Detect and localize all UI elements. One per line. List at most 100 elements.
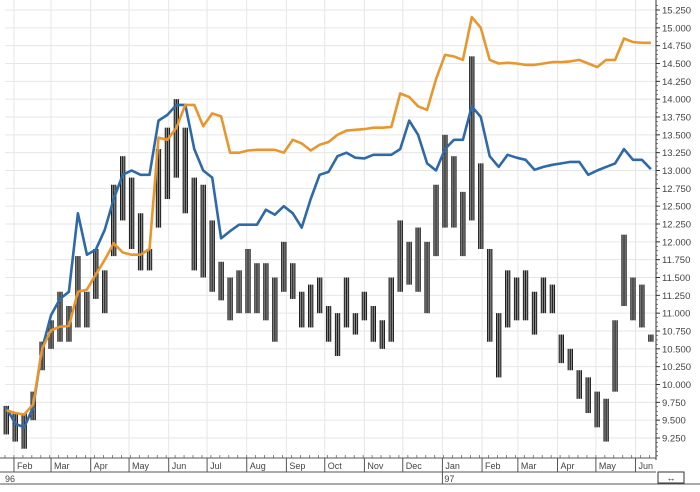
price-bar xyxy=(334,313,341,356)
y-tick-label: 13.250 xyxy=(662,148,691,159)
price-bar xyxy=(146,248,153,271)
price-bar xyxy=(388,277,394,342)
price-bar xyxy=(21,413,27,449)
y-tick-label: 11.000 xyxy=(662,309,690,320)
year-label: 96 xyxy=(5,474,15,484)
price-bar xyxy=(209,220,215,292)
price-bar xyxy=(227,277,233,321)
price-bar xyxy=(173,99,180,178)
x-axis: Feb Mar Apr May Jun Jul Aug Sep Oct Nov Dec Jan Feb M… xyxy=(0,455,700,485)
y-tick-label: 12.500 xyxy=(662,202,691,213)
price-bar xyxy=(549,284,556,314)
grid xyxy=(5,0,656,458)
price-bar xyxy=(290,263,296,299)
y-tick-label: 14.000 xyxy=(662,95,691,106)
y-tick-label: 11.750 xyxy=(662,255,690,266)
y-tick-label: 12.750 xyxy=(662,184,691,195)
price-bar xyxy=(621,234,627,307)
month-label: Apr xyxy=(561,461,575,471)
scroll-button[interactable]: ↔ xyxy=(657,471,685,484)
month-label: Jun xyxy=(172,461,187,471)
y-tick-label: 13.000 xyxy=(662,166,691,177)
price-bar xyxy=(218,261,224,301)
month-label: Jun xyxy=(639,461,654,471)
price-bar xyxy=(630,277,636,321)
month-label: Jan xyxy=(445,461,460,471)
price-bar xyxy=(513,277,520,321)
price-bar xyxy=(84,291,90,328)
blue-series-line xyxy=(5,103,652,429)
month-label: Feb xyxy=(485,461,501,471)
month-label: Jul xyxy=(210,461,222,471)
price-bar xyxy=(576,370,582,399)
price-bar xyxy=(263,263,269,321)
price-bar xyxy=(352,313,359,335)
price-bar xyxy=(406,241,412,285)
y-tick-label: 10.500 xyxy=(662,344,691,355)
y-tick-label: 10.750 xyxy=(662,327,691,338)
price-bar xyxy=(540,277,547,314)
y-tick-label: 11.250 xyxy=(662,291,690,302)
price-bar xyxy=(424,241,430,314)
month-label: Apr xyxy=(94,461,108,471)
price-bar xyxy=(281,241,287,292)
price-bar xyxy=(120,156,126,221)
month-label: Feb xyxy=(17,461,33,471)
y-tick-label: 11.500 xyxy=(662,273,690,284)
price-bar xyxy=(325,306,332,342)
month-label: Nov xyxy=(367,461,384,471)
y-tick-label: 15.250 xyxy=(662,6,691,17)
month-label: Dec xyxy=(406,461,423,471)
month-label: Oct xyxy=(328,461,343,471)
arrows-icon[interactable]: ↔ xyxy=(667,473,676,483)
price-bar xyxy=(487,248,493,342)
price-bar xyxy=(522,270,529,321)
price-bar xyxy=(648,334,654,342)
price-bar xyxy=(531,291,538,335)
price-bar xyxy=(361,291,368,321)
price-bar xyxy=(469,56,475,221)
year-label: 97 xyxy=(444,474,454,484)
price-bar xyxy=(415,227,421,292)
price-bar xyxy=(496,313,502,378)
y-tick-label: 9.500 xyxy=(662,416,686,427)
month-label: Aug xyxy=(250,461,266,471)
price-bar xyxy=(504,270,511,328)
y-tick-label: 9.250 xyxy=(662,434,686,445)
price-bar xyxy=(379,320,385,349)
y-tick-label: 10.250 xyxy=(662,362,691,373)
y-tick-label: 14.250 xyxy=(662,77,691,88)
y-tick-label: 12.250 xyxy=(662,220,691,231)
price-bar xyxy=(191,177,197,271)
price-bar xyxy=(236,270,242,314)
y-axis: 9.250 9.500 9.750 10.000 10.250 10.500 10.750 1… xyxy=(655,0,691,460)
price-bar xyxy=(603,398,609,442)
price-bar xyxy=(433,184,439,257)
month-label: Sep xyxy=(289,461,305,471)
price-bar xyxy=(200,184,206,278)
month-label: Mar xyxy=(54,461,70,471)
price-bar xyxy=(137,213,144,271)
price-bar xyxy=(370,306,376,342)
price-bar xyxy=(585,377,591,414)
price-bar xyxy=(343,277,350,328)
price-bar xyxy=(245,248,251,314)
price-bar xyxy=(397,220,403,292)
month-label: May xyxy=(599,461,617,471)
orange-series-line xyxy=(5,15,651,416)
price-bars xyxy=(3,56,654,449)
price-bar xyxy=(451,156,457,228)
y-tick-label: 14.750 xyxy=(662,41,691,52)
y-tick-label: 15.000 xyxy=(662,23,691,34)
price-bar xyxy=(272,277,278,342)
price-bar xyxy=(558,334,565,364)
price-bar xyxy=(316,277,323,314)
month-label: Mar xyxy=(521,461,537,471)
price-bar xyxy=(308,284,314,328)
y-tick-label: 12.000 xyxy=(662,237,691,248)
price-bar xyxy=(299,291,305,328)
y-tick-label: 9.750 xyxy=(662,398,686,409)
price-bar xyxy=(639,284,645,328)
price-bar xyxy=(460,191,466,257)
